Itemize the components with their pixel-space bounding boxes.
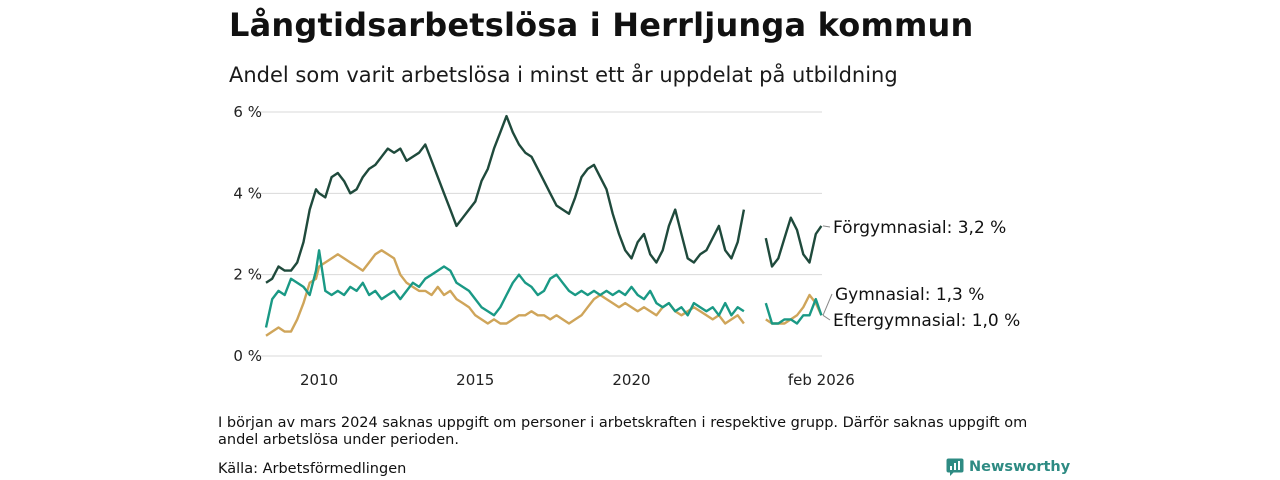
series-label-eftergymnasial: Eftergymnasial: 1,0 % — [833, 311, 1020, 331]
gridlines — [258, 111, 822, 357]
y-tick-label: 4 % — [233, 184, 262, 202]
x-tick-label: feb 2026 — [788, 371, 855, 389]
series-lines — [264, 114, 823, 337]
x-axis: 2010 2015 2020 feb 2026 — [300, 371, 855, 389]
newsworthy-logo-icon — [946, 458, 964, 476]
footnote: I början av mars 2024 saknas uppgift om … — [218, 415, 1028, 448]
label-connector — [822, 314, 831, 321]
x-tick-label: 2010 — [300, 371, 338, 389]
label-connector — [822, 293, 833, 316]
label-connector — [822, 225, 831, 228]
chart-subtitle: Andel som varit arbetslösa i minst ett å… — [229, 63, 898, 87]
y-axis: 0 % 2 % 4 % 6 % — [233, 103, 262, 365]
series-line-eftergymnasial — [265, 249, 823, 337]
brand-logo[interactable]: Newsworthy — [946, 458, 1070, 476]
source-text: Källa: Arbetsförmedlingen — [218, 461, 407, 477]
series-label-förgymnasial: Förgymnasial: 3,2 % — [833, 218, 1006, 238]
x-tick-label: 2020 — [612, 371, 650, 389]
y-tick-label: 6 % — [233, 103, 262, 121]
series-line-förgymnasial — [265, 114, 823, 284]
series-line-gymnasial — [264, 249, 823, 328]
y-tick-label: 0 % — [233, 347, 262, 365]
brand-name: Newsworthy — [969, 459, 1071, 475]
series-label-gymnasial: Gymnasial: 1,3 % — [835, 285, 984, 305]
y-tick-label: 2 % — [233, 266, 262, 284]
series-labels: Förgymnasial: 3,2 % Gymnasial: 1,3 % Efter… — [822, 218, 1020, 331]
x-tick-label: 2015 — [456, 371, 494, 389]
chart-title: Långtidsarbetslösa i Herrljunga kommun — [229, 6, 974, 44]
